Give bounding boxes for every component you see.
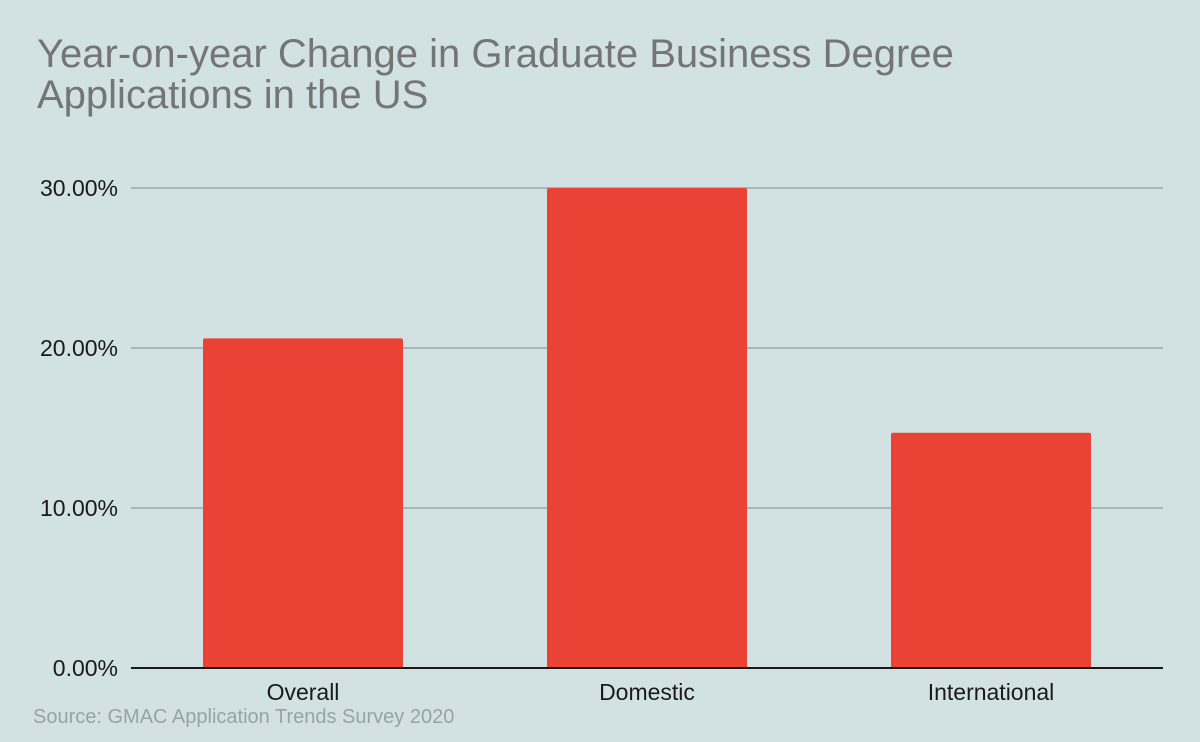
bar-overall — [203, 338, 403, 668]
x-category-label: Domestic — [599, 679, 695, 705]
x-category-label: International — [928, 679, 1055, 705]
chart-title: Year-on-year Change in Graduate Business… — [37, 32, 954, 117]
y-tick-label: 0.00% — [53, 655, 118, 681]
bar-international — [891, 432, 1091, 668]
bars — [203, 188, 1091, 668]
y-tick-label: 30.00% — [40, 175, 118, 201]
bar-domestic — [547, 188, 747, 668]
y-tick-label: 10.00% — [40, 495, 118, 521]
x-category-label: Overall — [267, 679, 340, 705]
labels: 0.00% 10.00% 20.00% 30.00% Overall Domestic In… — [40, 175, 1054, 705]
source-note: Source: GMAC Application Trends Survey 2… — [33, 706, 455, 728]
y-tick-label: 20.00% — [40, 335, 118, 361]
